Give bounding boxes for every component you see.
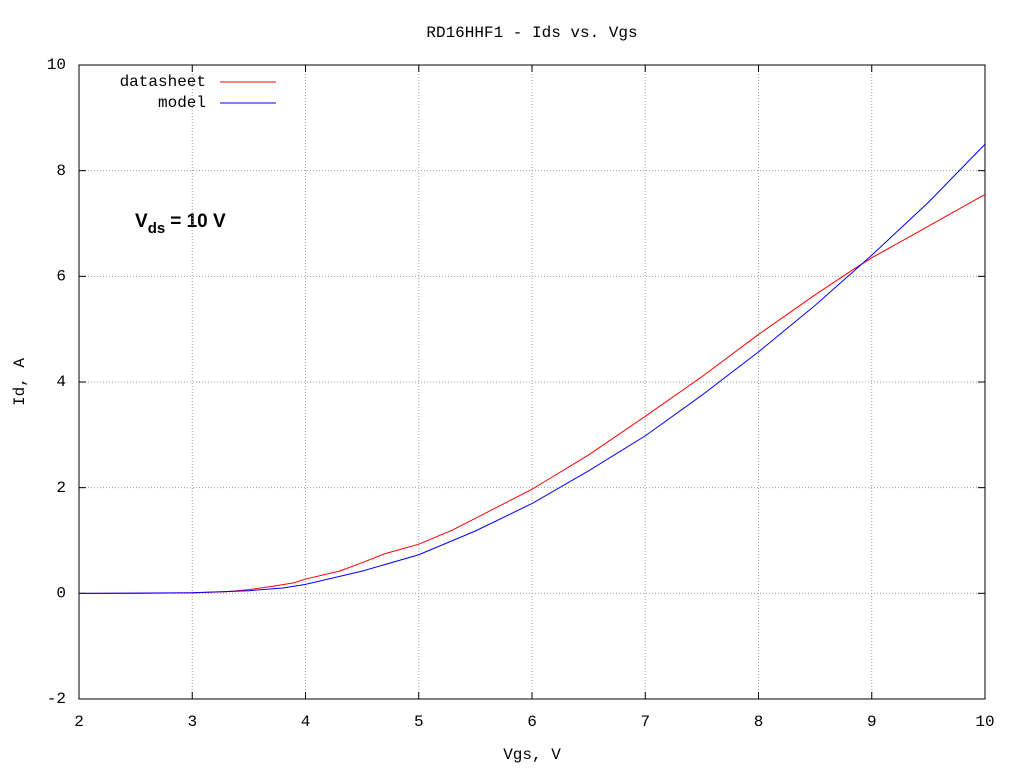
x-tick-label: 3 [187, 713, 197, 731]
x-tick-label: 2 [74, 713, 84, 731]
annotation-rest: = 10 V [170, 211, 226, 232]
y-tick-label: 10 [47, 56, 66, 74]
x-axis-label: Vgs, V [503, 746, 561, 764]
plot-frame [78, 64, 986, 700]
y-tick-label: -2 [47, 690, 66, 708]
y-tick-label: 0 [56, 585, 66, 603]
data-line [79, 194, 986, 594]
y-tick-label: 6 [56, 268, 66, 286]
x-tick-label: 7 [640, 713, 650, 731]
chart-title: RD16HHF1 - Ids vs. Vgs [426, 24, 637, 42]
x-tick-label: 6 [527, 713, 537, 731]
annotation-base: V [135, 211, 148, 232]
x-tick-label: 4 [301, 713, 311, 731]
x-tick-label: 10 [975, 713, 994, 731]
legend-label: model [158, 94, 206, 112]
y-tick-label: 8 [56, 162, 66, 180]
y-tick-label: 4 [56, 373, 66, 391]
x-tick-label: 5 [414, 713, 424, 731]
y-tick-label: 2 [56, 479, 66, 497]
annotation: Vds = 10 V [135, 211, 226, 237]
legend-label: datasheet [120, 73, 206, 91]
x-tick-label: 9 [867, 713, 877, 731]
x-tick-label: 8 [754, 713, 764, 731]
y-axis-label: Id, A [11, 358, 29, 406]
data-line [78, 143, 986, 594]
annotation-subscript: ds [148, 220, 166, 237]
